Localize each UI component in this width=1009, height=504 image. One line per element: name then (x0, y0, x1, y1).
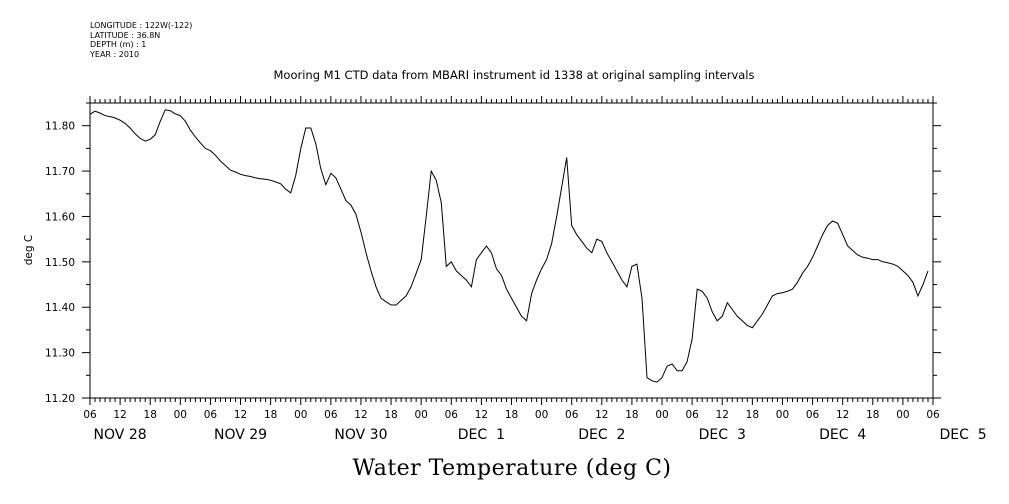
x-hour-tick-label: 00 (896, 409, 909, 421)
x-hour-tick-label: 12 (354, 409, 367, 421)
x-hour-tick-label: 18 (746, 409, 759, 421)
x-hour-tick-label: 18 (505, 409, 518, 421)
x-hour-tick-label: 00 (776, 409, 789, 421)
x-day-label: NOV 30 (334, 427, 387, 443)
x-day-label: DEC 5 (939, 427, 986, 443)
y-tick-label: 11.20 (45, 393, 75, 405)
x-hour-tick-label: 00 (655, 409, 668, 421)
y-axis-label: deg C (23, 235, 35, 265)
x-day-label: DEC 3 (699, 427, 746, 443)
dataset-metadata: LONGITUDE : 122W(-122) LATITUDE : 36.8N … (90, 21, 192, 59)
x-hour-tick-label: 06 (324, 409, 338, 421)
x-hour-tick-label: 12 (595, 409, 608, 421)
plot-frame (89, 102, 934, 399)
x-day-label: DEC 1 (458, 427, 505, 443)
x-hour-tick-label: 06 (83, 409, 97, 421)
x-hour-tick-label: 00 (414, 409, 427, 421)
depth-line: DEPTH (m) : 1 (90, 40, 147, 49)
x-day-label: NOV 28 (94, 427, 147, 443)
x-hour-tick-label: 00 (174, 409, 187, 421)
y-tick-label: 11.40 (45, 302, 75, 314)
x-axis: 06 12 18 00 06 12 18 00 06 12 18 00 06 12 18 00 06 12 18 00… (83, 96, 987, 443)
chart-title: Mooring M1 CTD data from MBARI instrumen… (274, 68, 755, 82)
x-day-label: DEC 2 (578, 427, 625, 443)
x-hour-tick-label: 06 (926, 409, 940, 421)
x-hour-tick-label: 12 (234, 409, 247, 421)
y-axis: 11.20 11.30 11.40 11.50 11.60 11.70 11.80 (45, 102, 941, 405)
y-tick-label: 11.80 (45, 121, 75, 133)
year-line: YEAR : 2010 (90, 49, 140, 59)
x-day-label: DEC 4 (819, 427, 866, 443)
x-hour-tick-label: 06 (565, 409, 579, 421)
x-hour-tick-label: 12 (113, 409, 126, 421)
x-hour-tick-label: 12 (716, 409, 729, 421)
water-temperature-line (89, 109, 929, 383)
y-tick-label: 11.60 (45, 211, 75, 223)
x-hour-tick-label: 00 (535, 409, 548, 421)
x-hour-tick-label: 06 (204, 409, 218, 421)
x-hour-tick-label: 18 (625, 409, 638, 421)
x-hour-tick-label: 06 (685, 409, 699, 421)
x-hour-tick-label: 18 (866, 409, 879, 421)
x-hour-tick-label: 06 (806, 409, 820, 421)
x-axis-label: Water Temperature (deg C) (353, 456, 672, 481)
y-tick-label: 11.30 (45, 348, 75, 360)
x-hour-tick-label: 18 (144, 409, 157, 421)
x-hour-tick-label: 12 (836, 409, 849, 421)
longitude-line: LONGITUDE : 122W(-122) (90, 21, 193, 30)
x-hour-tick-label: 18 (264, 409, 277, 421)
x-day-label: NOV 29 (214, 427, 267, 443)
x-hour-tick-label: 06 (445, 409, 459, 421)
x-hour-tick-label: 12 (475, 409, 488, 421)
x-hour-tick-label: 18 (384, 409, 397, 421)
x-hour-tick-label: 00 (294, 409, 307, 421)
y-tick-label: 11.50 (45, 257, 75, 269)
y-tick-label: 11.70 (45, 166, 75, 178)
latitude-line: LATITUDE : 36.8N (90, 30, 161, 40)
